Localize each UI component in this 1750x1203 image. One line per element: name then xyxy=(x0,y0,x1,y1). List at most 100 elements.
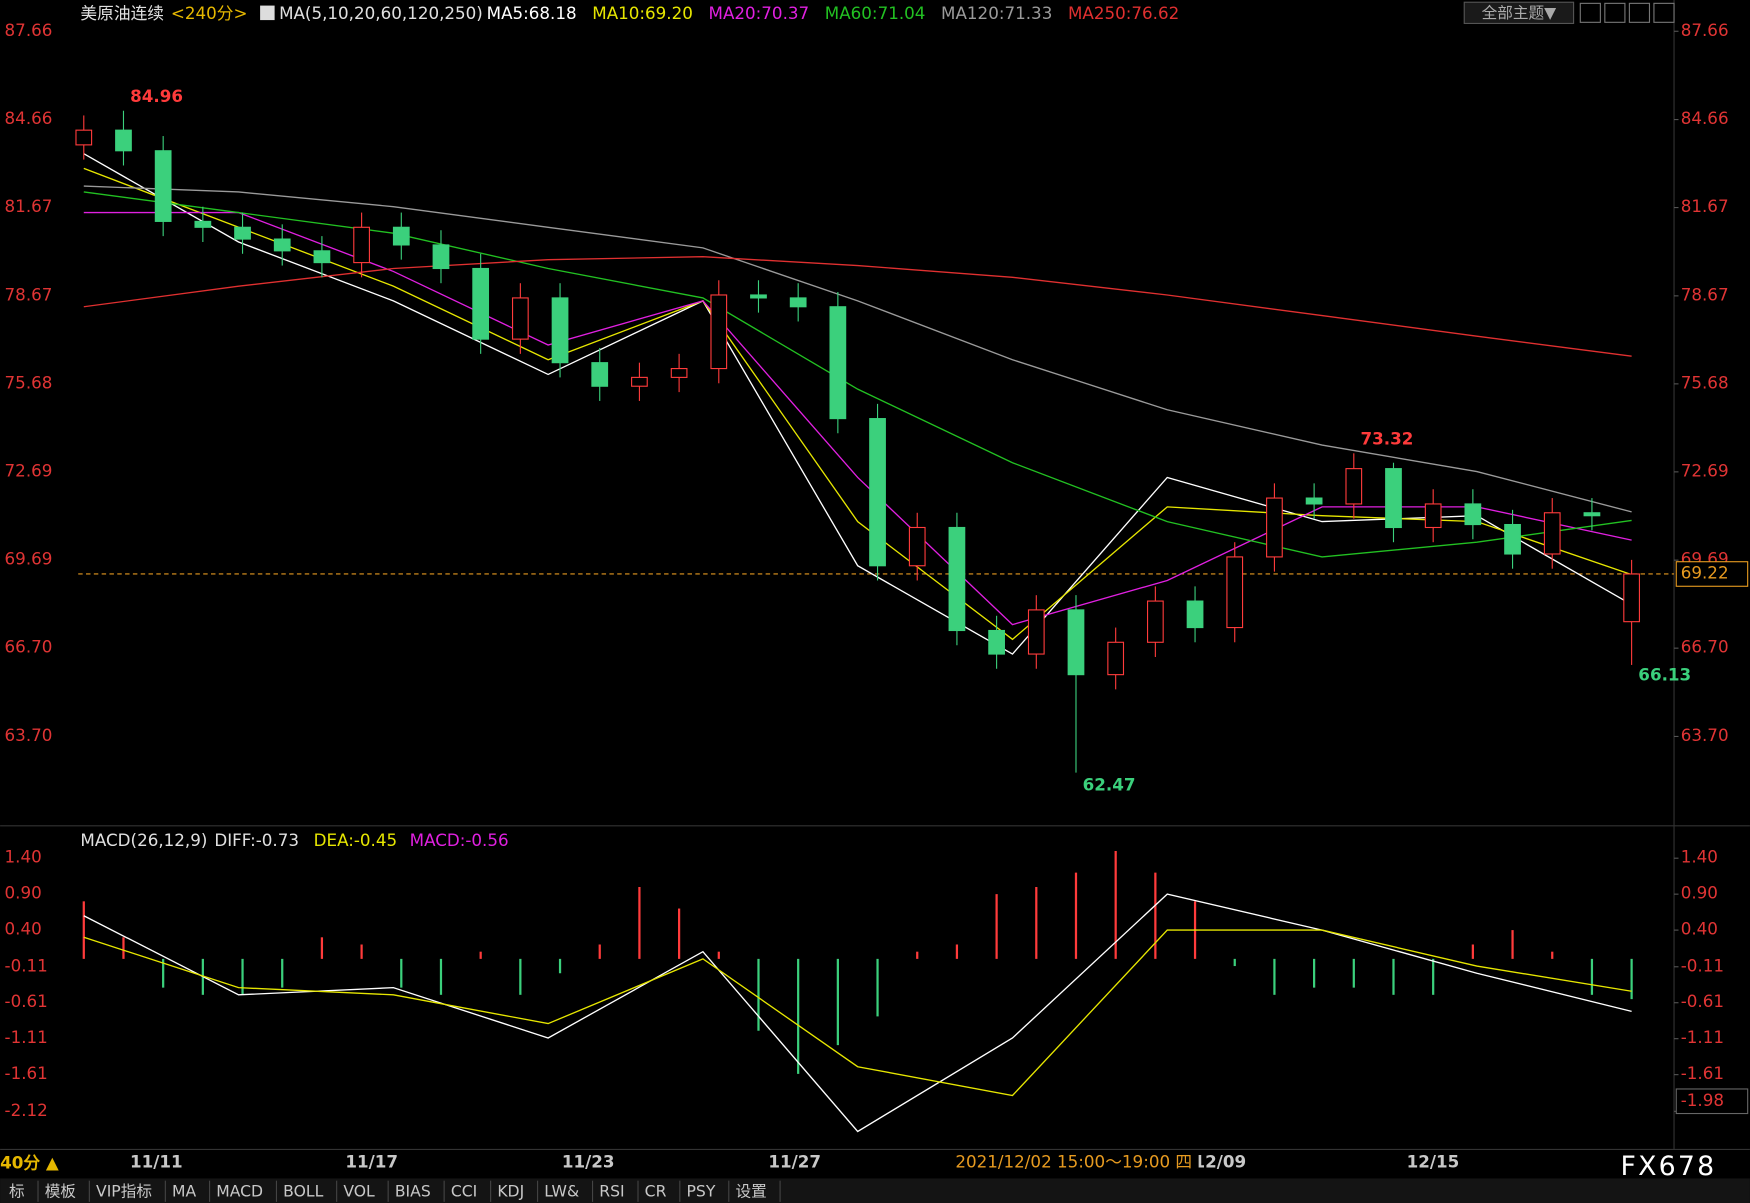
y-tick-label: 69.69 xyxy=(5,549,53,569)
y-tick-label: 87.66 xyxy=(5,20,53,40)
candle-body xyxy=(1226,556,1244,629)
candle-body xyxy=(1623,573,1640,623)
y-tick-label: -1.61 xyxy=(5,1063,48,1083)
y-tick-label: -1.11 xyxy=(5,1027,48,1047)
x-tick-label: 11/27 xyxy=(768,1151,821,1171)
tab[interactable]: MACD xyxy=(216,1182,263,1200)
tab[interactable]: 标 xyxy=(9,1182,25,1200)
candle-body xyxy=(313,250,331,264)
ma-legend: MA120:71.33 xyxy=(941,3,1052,23)
candle-body xyxy=(710,294,728,370)
y-tick-label: 75.68 xyxy=(5,372,53,392)
tab[interactable]: MA xyxy=(172,1182,196,1200)
tab[interactable]: RSI xyxy=(599,1182,624,1200)
candle-body xyxy=(1424,503,1442,529)
candle-body xyxy=(1266,497,1283,558)
window-buttons xyxy=(1579,2,1675,23)
y-tick-label: 1.40 xyxy=(5,847,42,867)
y-tick-label-right: 0.40 xyxy=(1681,919,1718,939)
candle-body xyxy=(472,267,490,340)
x-tick-label: 12/15 xyxy=(1407,1151,1460,1171)
ma-params: MA(5,10,20,60,120,250) xyxy=(279,3,483,23)
candle-body xyxy=(1305,497,1323,505)
cursor-time: 2021/12/02 15:00～19:00 四 xyxy=(955,1151,1192,1171)
tab[interactable]: VOL xyxy=(343,1182,375,1200)
period[interactable]: <240分> xyxy=(171,3,248,23)
candle-body xyxy=(1464,503,1482,526)
candle-body xyxy=(829,306,847,420)
watermark: FX678 xyxy=(1620,1151,1716,1182)
candle-body xyxy=(1385,468,1402,529)
x-tick-label: 11/17 xyxy=(345,1151,398,1171)
y-tick-label-right: 63.70 xyxy=(1681,725,1729,745)
ma-legend: MA60:71.04 xyxy=(825,3,926,23)
period-button[interactable]: 40分 ▲ xyxy=(0,1152,59,1172)
candle-body xyxy=(1345,468,1363,505)
candle-body xyxy=(1027,609,1045,655)
candle-body xyxy=(154,150,172,222)
diff-line xyxy=(83,893,1632,1133)
candle-body xyxy=(194,220,212,228)
tab[interactable]: 模板 xyxy=(45,1182,77,1200)
candle-body xyxy=(234,226,251,240)
window-button[interactable] xyxy=(1628,2,1651,23)
tab[interactable]: BOLL xyxy=(283,1182,323,1200)
candle-body xyxy=(353,226,370,264)
ma-line xyxy=(83,256,1632,357)
theme-button-label[interactable]: 全部主题▼ xyxy=(1482,4,1556,22)
tab[interactable]: CR xyxy=(645,1182,667,1200)
tab[interactable]: KDJ xyxy=(497,1182,524,1200)
extreme-label: 62.47 xyxy=(1083,775,1136,795)
ma-legend: MA5:68.18 xyxy=(487,3,577,23)
y-tick-label-right: -0.11 xyxy=(1681,955,1724,975)
extreme-label: 66.13 xyxy=(1638,665,1691,685)
candle-body xyxy=(670,368,688,378)
macd-cursor-label: -1.98 xyxy=(1681,1090,1724,1110)
tab[interactable]: 设置 xyxy=(735,1182,766,1200)
window-button[interactable] xyxy=(1604,2,1626,23)
dea-label: DEA:-0.45 xyxy=(314,830,397,850)
tab[interactable]: LW& xyxy=(544,1182,579,1200)
tab[interactable]: BIAS xyxy=(395,1182,431,1200)
candle-body xyxy=(551,297,569,364)
ma-line xyxy=(83,185,1632,513)
ma-icon xyxy=(260,5,275,21)
y-tick-label-right: 75.68 xyxy=(1681,372,1729,392)
tab[interactable]: VIP指标 xyxy=(96,1182,152,1200)
candle-body xyxy=(869,418,886,567)
current-price-box xyxy=(1675,561,1749,587)
candle-body xyxy=(1543,512,1561,555)
y-tick-label: -0.11 xyxy=(5,955,48,975)
current-price-label: 69.22 xyxy=(1681,562,1729,582)
candle-body xyxy=(511,297,529,340)
y-tick-label-right: 87.66 xyxy=(1681,20,1729,40)
tab[interactable]: CCI xyxy=(451,1182,477,1200)
candle-body xyxy=(75,129,93,146)
y-tick-label-right: 0.90 xyxy=(1681,883,1718,903)
ma-line xyxy=(83,211,1632,626)
ma-legend: MA10:69.20 xyxy=(592,3,693,23)
candle-body xyxy=(750,294,767,299)
ma-legend: MA20:70.37 xyxy=(709,3,810,23)
tab[interactable]: PSY xyxy=(687,1182,716,1200)
y-tick-label-right: 72.69 xyxy=(1681,460,1729,480)
window-button[interactable] xyxy=(1653,2,1675,23)
y-tick-label: 72.69 xyxy=(5,460,53,480)
x-tick-label: 11/23 xyxy=(562,1151,615,1171)
y-tick-label: 78.67 xyxy=(5,284,53,304)
y-tick-label-right: 66.70 xyxy=(1681,637,1729,657)
y-tick-label-right: 1.40 xyxy=(1681,847,1718,867)
y-tick-label-right: -1.61 xyxy=(1681,1063,1724,1083)
macd-title: MACD(26,12,9) xyxy=(80,830,207,850)
window-button[interactable] xyxy=(1579,2,1601,23)
theme-button[interactable] xyxy=(1463,1,1575,24)
candle-body xyxy=(1067,609,1085,676)
ma-line xyxy=(83,167,1632,641)
y-tick-label-right: -0.61 xyxy=(1681,991,1724,1011)
cursor-time-box xyxy=(950,1150,1199,1176)
y-tick-label-right: 84.66 xyxy=(1681,108,1729,128)
y-tick-label-right: 78.67 xyxy=(1681,284,1729,304)
candle-body xyxy=(432,244,450,270)
